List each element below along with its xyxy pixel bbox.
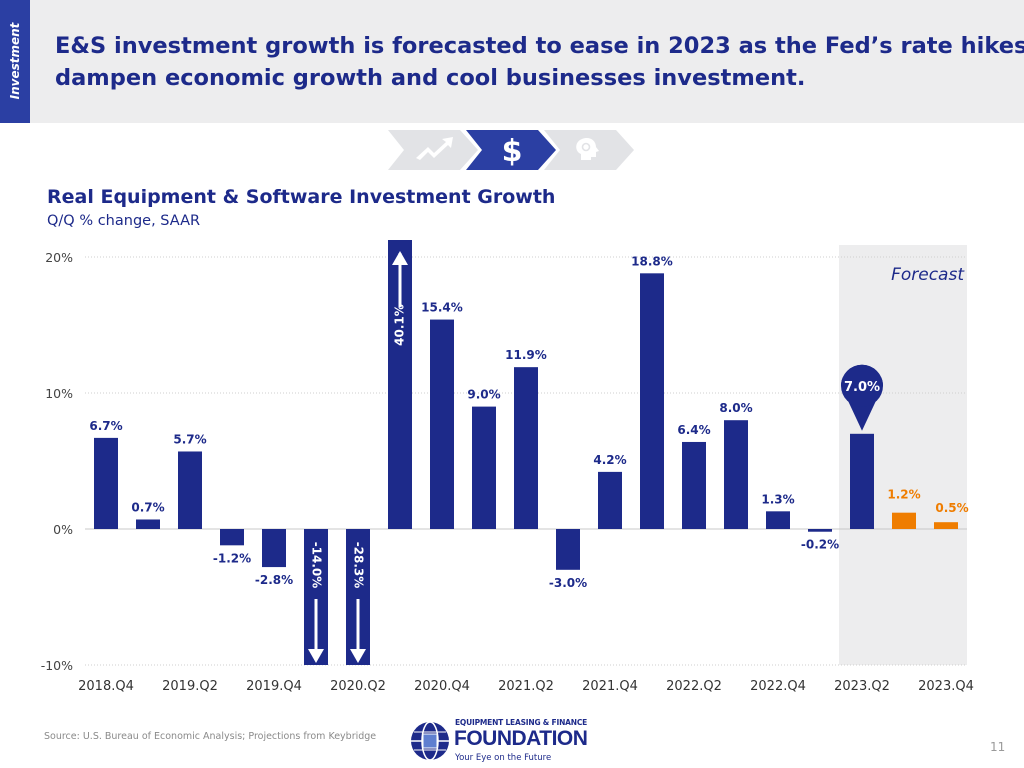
page-title-line-1: E&S investment growth is forecasted to e… (55, 33, 1024, 59)
nav-item-head[interactable] (544, 130, 634, 170)
x-tick-label: 2023.Q4 (918, 679, 974, 694)
source-note: Source: U.S. Bureau of Economic Analysis… (44, 731, 377, 742)
bar-value-label: 18.8% (631, 254, 673, 268)
investment-growth-chart: Forecast -10% 0% 10% 20% 6.7% 0.7% 5.7% -1.2% -2.… (41, 240, 974, 694)
bar (598, 471, 622, 529)
callout-bubble-circle (841, 364, 883, 407)
x-tick-label: 2022.Q4 (750, 679, 806, 694)
bar (472, 406, 496, 529)
bar (850, 433, 874, 529)
bar (430, 319, 454, 529)
x-tick-label: 2018.Q4 (78, 679, 134, 694)
bar (934, 522, 958, 529)
down-arrow-head (350, 649, 366, 663)
page-title-line-2: dampen economic growth and cool business… (55, 65, 806, 91)
bar-value-label: 0.7% (131, 500, 164, 514)
bar (178, 451, 202, 529)
bar (640, 273, 664, 529)
section-tab-label: Investment (8, 22, 22, 100)
head-gear-icon (576, 137, 599, 160)
foundation-logo[interactable]: EQUIPMENT LEASING & FINANCE FOUNDATION Y… (410, 716, 610, 766)
callout-value-label: 7.0% (844, 380, 880, 395)
bar (682, 441, 706, 529)
x-tick-label: 2023.Q2 (834, 679, 890, 694)
bar-value-label: -3.0% (549, 576, 587, 590)
nav-item-dollar[interactable]: $ (466, 130, 556, 170)
logo-top-text: EQUIPMENT LEASING & FINANCE (455, 718, 588, 727)
chart-title: Real Equipment & Software Investment Gro… (47, 186, 556, 208)
bar (94, 437, 118, 529)
y-tick-label: 20% (45, 250, 73, 265)
page-title: E&S investment growth is forecasted to e… (55, 30, 1024, 94)
bar-value-label: 11.9% (505, 348, 547, 362)
x-tick-label: 2020.Q2 (330, 679, 386, 694)
y-tick-label: 0% (53, 522, 73, 537)
up-arrow-head (392, 251, 408, 265)
x-tick-label: 2020.Q4 (414, 679, 470, 694)
bar (724, 420, 748, 529)
nav-item-trend[interactable] (388, 130, 478, 170)
bar-value-label: -0.2% (801, 538, 839, 552)
bar-value-label: -14.0% (310, 542, 324, 589)
logo-tagline: Your Eye on the Future (455, 753, 552, 763)
bar-value-label: -2.8% (255, 573, 293, 587)
x-tick-label: 2021.Q2 (498, 679, 554, 694)
x-tick-label: 2019.Q2 (162, 679, 218, 694)
bar-value-label: 1.2% (887, 488, 920, 502)
bar (808, 529, 832, 532)
page-number: 11 (990, 740, 1006, 754)
down-arrow-head (308, 649, 324, 663)
bar-value-label: 6.4% (677, 423, 710, 437)
y-tick-label: 10% (45, 386, 73, 401)
bar (220, 529, 244, 546)
bar-value-label: 9.0% (467, 388, 500, 402)
forecast-label: Forecast (891, 265, 965, 285)
bar-value-label: -28.3% (352, 542, 366, 589)
globe-logo-icon (411, 721, 449, 761)
bar (262, 529, 286, 568)
bar (136, 519, 160, 529)
x-tick-label: 2021.Q4 (582, 679, 638, 694)
logo-wordmark: FOUNDATION (454, 727, 588, 750)
bar-value-label: 8.0% (719, 401, 752, 415)
section-tab[interactable]: Investment (0, 0, 30, 123)
x-tick-label: 2022.Q2 (666, 679, 722, 694)
bar-value-label: 40.1% (393, 304, 407, 346)
bar-value-label: 0.5% (935, 501, 968, 515)
dollar-sign-icon: $ (502, 134, 523, 169)
bar (556, 529, 580, 570)
bar-value-label: 6.7% (89, 419, 122, 433)
bar (892, 512, 916, 529)
x-tick-label: 2019.Q4 (246, 679, 302, 694)
bar (766, 511, 790, 529)
bar-value-label: 15.4% (421, 301, 463, 315)
header-band (0, 0, 1024, 123)
bar-value-label: 4.2% (593, 453, 626, 467)
trend-arrow-icon (416, 137, 453, 160)
bar-value-label: -1.2% (213, 551, 251, 565)
bar-value-label: 1.3% (761, 492, 794, 506)
chart-subtitle: Q/Q % change, SAAR (47, 213, 201, 229)
y-tick-label: -10% (41, 658, 73, 673)
bar-value-label: 5.7% (173, 432, 206, 446)
bar (514, 367, 538, 529)
section-nav: $ (388, 130, 634, 170)
